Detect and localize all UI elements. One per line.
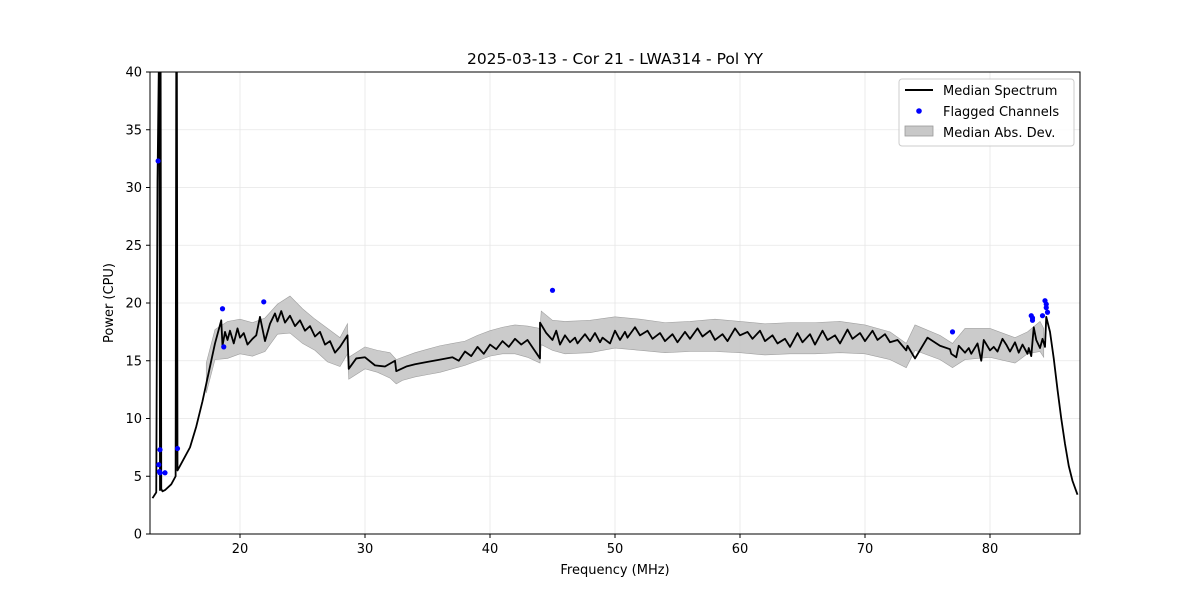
flagged-point bbox=[219, 306, 226, 312]
x-tick-label: 20 bbox=[232, 542, 249, 557]
flagged-point bbox=[162, 470, 168, 476]
legend-median-label: Median Spectrum bbox=[943, 84, 1057, 99]
x-tick-label: 40 bbox=[482, 542, 499, 557]
chart-title: 2025-03-13 - Cor 21 - LWA314 - Pol YY bbox=[467, 50, 764, 68]
x-tick-label: 50 bbox=[607, 542, 624, 557]
flagged-point bbox=[949, 329, 956, 335]
flagged-point bbox=[261, 299, 267, 305]
y-axis: 0 5 10 15 20 25 30 35 40 bbox=[125, 66, 150, 543]
flagged-point bbox=[1043, 305, 1049, 311]
flagged-point bbox=[156, 462, 162, 468]
plot-area bbox=[151, 72, 1079, 499]
flagged-point bbox=[549, 287, 556, 293]
x-tick-label: 80 bbox=[982, 542, 999, 557]
y-tick-label: 10 bbox=[125, 412, 142, 427]
y-tick-label: 0 bbox=[134, 528, 142, 543]
legend: Median Spectrum Flagged Channels Median … bbox=[898, 78, 1075, 147]
x-tick-label: 30 bbox=[357, 542, 374, 557]
flagged-point bbox=[155, 158, 161, 164]
flagged-point bbox=[157, 470, 163, 476]
y-tick-label: 5 bbox=[134, 470, 142, 485]
y-tick-label: 30 bbox=[125, 181, 142, 196]
flagged-point bbox=[1029, 317, 1036, 323]
flagged-point bbox=[1039, 313, 1046, 319]
legend-flagged-swatch bbox=[916, 108, 922, 114]
x-tick-label: 60 bbox=[732, 542, 749, 557]
x-tick-label: 70 bbox=[857, 542, 874, 557]
mad-band bbox=[205, 295, 1045, 394]
y-axis-label: Power (CPU) bbox=[102, 263, 117, 343]
y-tick-label: 20 bbox=[125, 297, 142, 312]
x-axis-label: Frequency (MHz) bbox=[560, 563, 669, 578]
legend-flagged-label: Flagged Channels bbox=[943, 105, 1059, 120]
legend-box bbox=[898, 78, 1075, 147]
flagged-point bbox=[1044, 309, 1051, 315]
flagged-point bbox=[221, 344, 227, 350]
y-tick-label: 25 bbox=[125, 239, 142, 254]
x-axis: 20 30 40 50 60 70 80 bbox=[232, 534, 999, 557]
median-spectrum-line bbox=[151, 72, 1079, 499]
y-tick-label: 15 bbox=[125, 354, 142, 369]
grid bbox=[150, 71, 1080, 535]
legend-mad-label: Median Abs. Dev. bbox=[943, 126, 1055, 141]
legend-mad-swatch bbox=[904, 125, 934, 137]
y-tick-label: 35 bbox=[125, 123, 142, 138]
flagged-point bbox=[174, 445, 181, 452]
y-tick-label: 40 bbox=[125, 66, 142, 81]
flagged-point bbox=[157, 447, 163, 453]
